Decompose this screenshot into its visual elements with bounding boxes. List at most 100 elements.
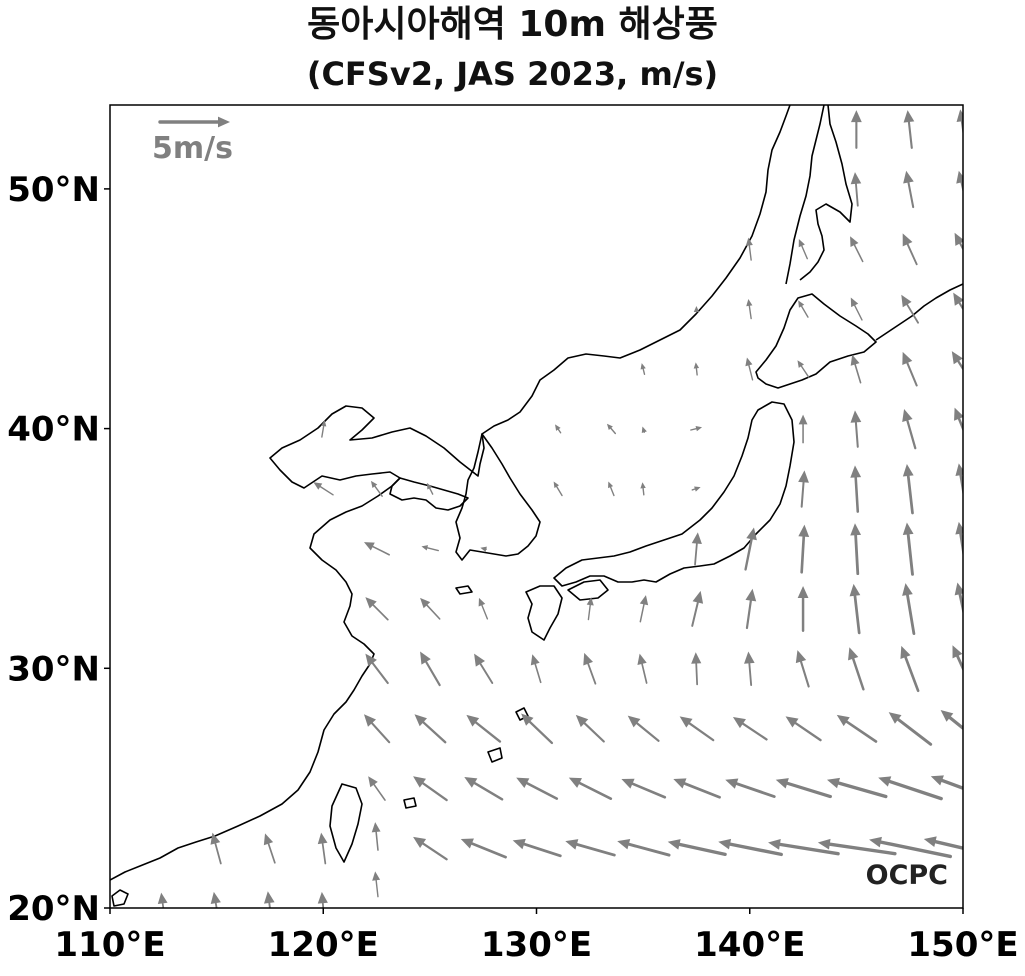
wind-arrow — [321, 420, 327, 438]
wind-arrow — [466, 714, 502, 743]
wind-arrow — [826, 777, 888, 799]
wind-arrow — [521, 713, 554, 745]
wind-arrow — [420, 597, 441, 620]
wind-arrow — [317, 891, 328, 908]
wind-arrow — [639, 595, 649, 623]
wind-arrow — [565, 839, 616, 857]
wind-arrow — [903, 170, 915, 209]
wind-arrow — [850, 297, 863, 321]
wind-arrow — [420, 651, 441, 687]
wind-arrow — [640, 482, 646, 496]
wind-arrow — [745, 588, 757, 630]
wind-arrow — [313, 482, 334, 496]
wind-arrow — [691, 532, 702, 566]
wind-arrow — [923, 836, 963, 850]
y-tick-label: 50°N — [7, 170, 100, 210]
wind-arrow — [956, 170, 963, 194]
wind-arrow — [427, 482, 434, 495]
map-title: 동아시아해역 10m 해상풍 — [307, 4, 718, 45]
wind-arrow — [365, 653, 389, 685]
wind-arrow — [878, 776, 943, 801]
wind-arrow — [745, 237, 753, 261]
wind-arrow — [850, 523, 862, 576]
wind-vectors — [157, 109, 963, 908]
wind-arrow — [586, 597, 594, 621]
wind-arrow — [568, 777, 613, 800]
wind-arrow — [798, 414, 808, 444]
wind-arrow — [512, 838, 562, 858]
wind-arrow — [745, 357, 754, 381]
wind-arrow — [902, 522, 914, 576]
wind-arrow — [746, 298, 753, 320]
wind-arrow — [768, 839, 840, 856]
wind-arrow — [640, 363, 646, 375]
wind-arrow — [956, 109, 963, 137]
wind-arrow — [902, 464, 914, 515]
wind-arrow — [954, 407, 963, 432]
wind-arrow — [617, 838, 671, 857]
wind-arrow — [691, 652, 702, 686]
wind-arrow — [264, 891, 275, 908]
wind-arrow — [718, 838, 783, 857]
wind-arrow — [413, 776, 448, 802]
y-tick-label: 40°N — [7, 410, 100, 450]
wind-arrow — [850, 354, 862, 384]
wind-arrow — [693, 362, 700, 376]
wind-arrow — [955, 521, 963, 559]
wind-arrow — [953, 292, 963, 311]
ocpc-watermark: OCPC — [866, 860, 948, 891]
wind-arrow — [157, 892, 168, 908]
wind-arrow — [317, 832, 328, 865]
wind-arrow — [637, 653, 648, 684]
wind-arrow — [725, 778, 776, 798]
wind-arrow — [263, 833, 276, 864]
reference-arrow — [158, 116, 230, 128]
wind-arrow — [798, 470, 809, 508]
wind-arrow — [690, 426, 703, 432]
wind-arrow — [795, 650, 810, 688]
wind-arrow — [744, 651, 755, 687]
x-tick-label: 130°E — [481, 925, 592, 965]
wind-arrow — [798, 300, 809, 318]
wind-arrow — [955, 463, 963, 498]
wind-arrow — [798, 239, 808, 260]
wind-arrow — [555, 424, 562, 434]
wind-arrow — [850, 236, 864, 263]
wind-arrow — [848, 647, 865, 691]
wind-arrow — [849, 583, 861, 635]
wind-arrow — [641, 426, 647, 434]
axis-ticks: 110°E 120°E 130°E 140°E 150°E 20°N 30°N 40°N 50°… — [7, 170, 1018, 965]
wind-arrow — [363, 542, 390, 556]
wind-arrow — [951, 351, 963, 371]
wind-arrow — [693, 305, 700, 313]
x-tick-label: 110°E — [54, 925, 165, 965]
y-tick-label: 20°N — [7, 889, 100, 929]
wind-arrow — [516, 777, 559, 800]
wind-arrow — [414, 714, 447, 744]
wind-arrow — [954, 232, 963, 252]
wind-arrow — [210, 832, 222, 865]
reference-vector-key: 5m/s — [152, 116, 233, 166]
wind-arrow — [903, 110, 915, 149]
map-subtitle: (CFSv2, JAS 2023, m/s) — [306, 55, 719, 93]
coastlines — [110, 105, 963, 907]
wind-arrow — [869, 836, 952, 859]
reference-vector-label: 5m/s — [152, 131, 233, 166]
wind-arrow — [667, 839, 727, 857]
wind-arrow — [902, 408, 917, 450]
wind-arrow — [530, 654, 542, 684]
wind-arrow — [901, 294, 919, 324]
wind-arrow — [460, 838, 507, 859]
wind-arrow — [691, 590, 704, 627]
wind-arrow — [850, 172, 862, 207]
wind-arrow — [421, 545, 439, 552]
wind-arrow — [691, 486, 701, 492]
wind-arrow — [954, 582, 963, 616]
wind-arrow — [673, 778, 721, 799]
wind-arrow — [608, 481, 615, 497]
wind-arrow — [413, 836, 448, 861]
wind-arrow — [474, 653, 494, 684]
wind-arrow — [371, 822, 381, 851]
wind-arrow — [952, 645, 963, 672]
